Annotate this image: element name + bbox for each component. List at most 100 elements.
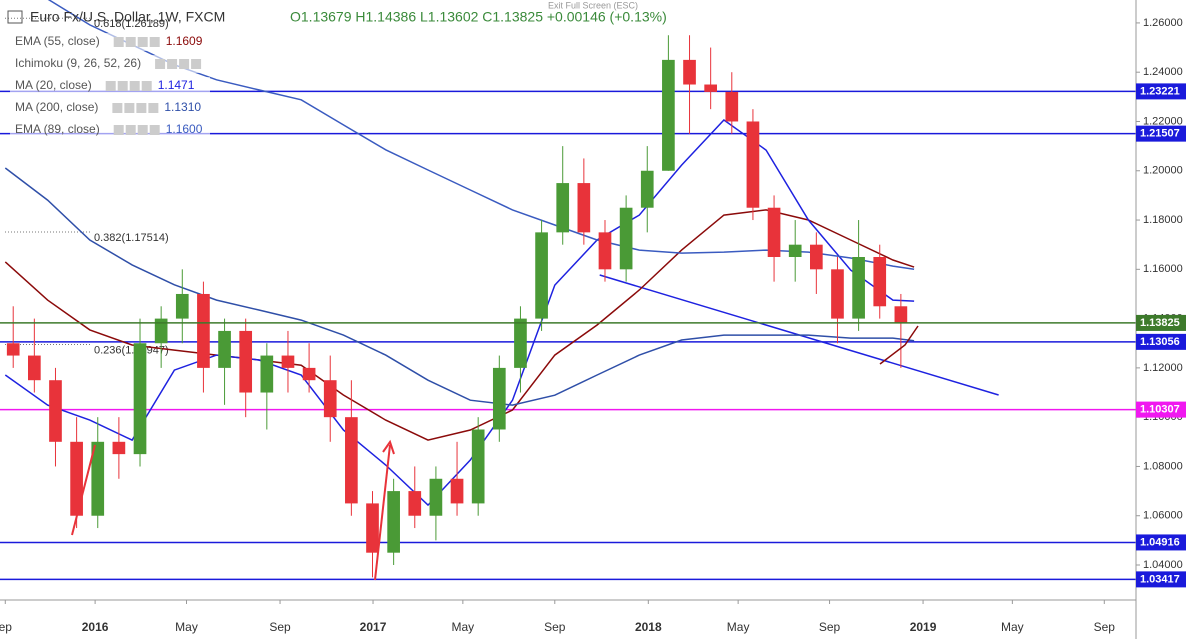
- y-tick-label: 1.12000: [1143, 362, 1183, 374]
- legend-button[interactable]: [105, 81, 116, 91]
- x-tick-label: May: [727, 620, 750, 634]
- legend-value: 1.1310: [164, 100, 201, 114]
- candle-body: [281, 355, 295, 368]
- candle-body: [429, 478, 443, 516]
- legend-button[interactable]: [137, 37, 148, 47]
- x-tick-label: ep: [0, 620, 12, 634]
- legend-button[interactable]: [125, 125, 136, 135]
- candle-body: [746, 121, 760, 208]
- level-label: 1.21507: [1140, 128, 1180, 140]
- legend-button[interactable]: [149, 125, 160, 135]
- y-tick-label: 1.06000: [1143, 510, 1183, 522]
- legend-button[interactable]: [155, 59, 166, 69]
- level-tag: [1136, 401, 1186, 418]
- legend-button[interactable]: [136, 103, 147, 113]
- x-tick-label: May: [452, 620, 475, 634]
- candle-body: [514, 318, 527, 368]
- candle-body: [809, 244, 823, 270]
- candle-body: [704, 84, 718, 92]
- legend-button[interactable]: [167, 59, 178, 69]
- legend-button[interactable]: [113, 37, 124, 47]
- x-tick-label: Sep: [819, 620, 841, 634]
- candle-body: [619, 207, 633, 270]
- y-tick-label: 1.24000: [1143, 66, 1183, 78]
- x-tick-label: 2019: [910, 620, 937, 634]
- x-tick-label: Sep: [544, 620, 566, 634]
- candle-body: [598, 232, 612, 270]
- candle-body: [725, 91, 739, 122]
- candle-body: [197, 293, 210, 368]
- legend-button[interactable]: [112, 103, 123, 113]
- exit-fullscreen[interactable]: Exit Full Screen (ESC): [548, 0, 638, 10]
- y-tick-label: 1.20000: [1143, 165, 1183, 177]
- legend-bg: [10, 99, 210, 117]
- drawings: [71, 325, 919, 581]
- candle-body: [577, 183, 591, 233]
- candle-body: [366, 503, 379, 553]
- x-tick-label: Sep: [1094, 620, 1116, 634]
- candle-body: [175, 293, 189, 319]
- level-tag: [1136, 534, 1186, 551]
- candle-body: [260, 355, 274, 393]
- x-tick-label: 2018: [635, 620, 662, 634]
- level-tag: [1136, 333, 1186, 350]
- candle-body: [450, 478, 464, 504]
- legend-name[interactable]: Ichimoku (9, 26, 52, 26): [15, 56, 141, 70]
- legend-name[interactable]: EMA (55, close): [15, 34, 100, 48]
- legend-button[interactable]: [129, 81, 140, 91]
- legend-button[interactable]: [124, 103, 135, 113]
- candle-body: [70, 441, 83, 516]
- legend-button[interactable]: [113, 125, 124, 135]
- candle-body: [387, 491, 400, 553]
- legend-button[interactable]: [191, 59, 202, 69]
- level-label: 1.23221: [1140, 85, 1180, 97]
- legend-name[interactable]: EMA (89, close): [15, 122, 100, 136]
- legend-button[interactable]: [141, 81, 152, 91]
- legend-value: 1.1600: [166, 122, 203, 136]
- level-tag: [1136, 571, 1186, 588]
- legend-button[interactable]: [125, 37, 136, 47]
- legend-button[interactable]: [179, 59, 190, 69]
- x-tick-label: 2016: [82, 620, 109, 634]
- arrow: [879, 325, 919, 365]
- ma-line: [4, 167, 915, 406]
- x-tick-label: 2017: [360, 620, 387, 634]
- x-tick-label: May: [1001, 620, 1024, 634]
- arrow: [71, 444, 96, 536]
- y-tick-label: 1.22000: [1143, 115, 1183, 127]
- legend-bg: [10, 33, 210, 51]
- legend-bg: [10, 121, 210, 139]
- level-tag: [1136, 125, 1186, 142]
- y-tick-label: 1.18000: [1143, 214, 1183, 226]
- legend-button[interactable]: [149, 37, 160, 47]
- candle-body: [218, 330, 231, 368]
- legend-button[interactable]: [148, 103, 159, 113]
- candle-body: [471, 429, 485, 504]
- header: Euro Fx/U.S. Dollar, 1W, FXCM O1.13679 H…: [7, 0, 667, 139]
- legend-name[interactable]: MA (20, close): [15, 78, 92, 92]
- candle-body: [133, 343, 147, 455]
- level-label: 1.13825: [1140, 317, 1180, 329]
- y-tick-label: 1.08000: [1143, 460, 1183, 472]
- fib-label: 0.618(1.26189): [94, 18, 169, 30]
- legend-button[interactable]: [137, 125, 148, 135]
- x-tick-label: May: [175, 620, 198, 634]
- candle-body: [323, 380, 337, 418]
- x-tick-label: Sep: [269, 620, 291, 634]
- candle-body: [302, 367, 316, 381]
- symbol: Euro Fx/U.S. Dollar, 1W, FXCM: [30, 9, 225, 25]
- candle-body: [492, 367, 506, 430]
- y-tick-label: 1.26000: [1143, 17, 1183, 29]
- legend-value: 1.1609: [166, 34, 203, 48]
- candle-body: [408, 491, 422, 516]
- y-tick-label: 1.16000: [1143, 263, 1183, 275]
- candle-body: [239, 330, 253, 393]
- legend-name[interactable]: MA (200, close): [15, 100, 98, 114]
- candle-body: [640, 170, 654, 208]
- candle-body: [683, 59, 696, 85]
- ma-line: [4, 119, 915, 507]
- candle-body: [28, 355, 41, 381]
- legend-button[interactable]: [117, 81, 128, 91]
- level-tag: [1136, 83, 1186, 100]
